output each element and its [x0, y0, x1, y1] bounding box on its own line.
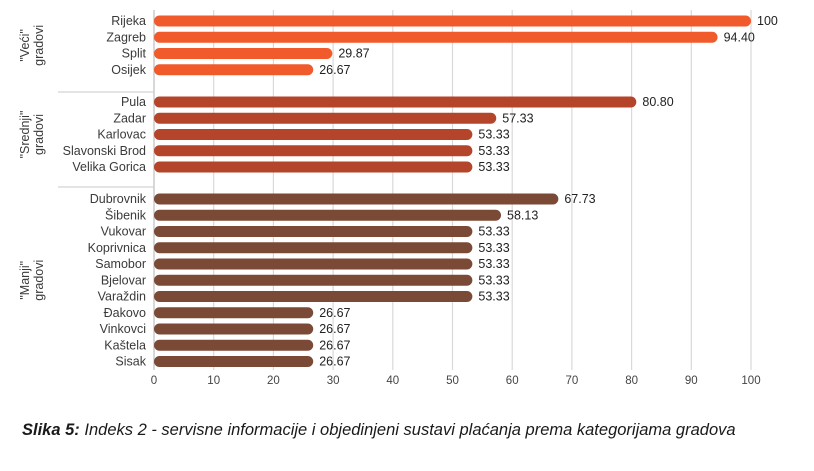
bar	[154, 15, 751, 27]
x-tick-label: 60	[506, 375, 519, 387]
category-label: Dubrovnik	[90, 192, 147, 206]
figure-caption: Slika 5: Indeks 2 - servisne informacije…	[22, 421, 812, 440]
data-label: 26.67	[319, 63, 350, 77]
caption-text: Indeks 2 - servisne informacije i objedi…	[79, 421, 736, 439]
bar-chart: 0 10 20 30 40 50 60 70 80 90 100 Rijeka 100 Zagreb 94.…	[18, 10, 778, 387]
bar	[154, 356, 314, 367]
category-label: Bjelovar	[101, 273, 146, 287]
data-label: 80.80	[642, 95, 673, 109]
data-label: 53.33	[478, 225, 509, 239]
bar	[154, 242, 473, 254]
category-label: Rijeka	[111, 14, 146, 28]
x-tick-label: 10	[207, 375, 220, 387]
bar	[154, 64, 314, 76]
data-label: 26.67	[319, 355, 350, 369]
data-label: 29.87	[338, 47, 369, 61]
x-tick-label: 100	[741, 375, 760, 387]
category-label: Đakovo	[104, 306, 146, 320]
category-label: Samobor	[95, 257, 146, 271]
bar	[154, 145, 473, 157]
bar	[154, 209, 502, 221]
category-label: Zagreb	[106, 30, 146, 44]
bar	[154, 258, 473, 270]
group-label-line: gradovi	[32, 260, 46, 301]
category-label: Vinkovci	[100, 322, 146, 336]
category-label: Karlovac	[97, 128, 146, 142]
group-label: "Veći"gradovi	[18, 25, 46, 66]
data-label: 53.33	[478, 160, 509, 174]
bar	[154, 339, 314, 351]
x-tick-label: 40	[386, 375, 399, 387]
x-tick-label: 70	[566, 375, 579, 387]
category-label: Slavonski Brod	[63, 144, 146, 158]
data-label: 58.13	[507, 208, 538, 222]
x-tick-label: 20	[267, 375, 280, 387]
group-label-line: "Manji"	[18, 261, 32, 300]
bar	[154, 307, 314, 319]
data-label: 53.33	[478, 144, 509, 158]
data-label: 53.33	[478, 128, 509, 142]
data-label: 26.67	[319, 338, 350, 352]
category-label: Zadar	[113, 111, 146, 125]
x-tick-label: 30	[327, 375, 340, 387]
bar	[154, 48, 333, 59]
bar	[154, 31, 718, 43]
x-tick-label: 90	[685, 375, 698, 387]
group-label: "Srednji"gradovi	[18, 111, 46, 159]
category-label: Split	[122, 47, 147, 61]
x-tick-label: 0	[151, 375, 157, 387]
group-label-line: gradovi	[32, 25, 46, 66]
category-label: Koprivnica	[88, 241, 146, 255]
data-label: 53.33	[478, 290, 509, 304]
bar	[154, 161, 473, 173]
data-label: 26.67	[319, 322, 350, 336]
category-label: Velika Gorica	[72, 160, 146, 174]
bar	[154, 112, 497, 124]
bar	[154, 274, 473, 286]
bar	[154, 323, 314, 335]
group-label-line: "Srednji"	[18, 111, 32, 159]
data-label: 53.33	[478, 257, 509, 271]
category-label: Šibenik	[105, 207, 147, 222]
bar	[154, 96, 637, 108]
bar	[154, 193, 559, 205]
group-label-line: gradovi	[32, 114, 46, 155]
group-label-line: "Veći"	[18, 29, 32, 62]
category-label: Kaštela	[104, 338, 146, 352]
category-label: Vukovar	[101, 225, 146, 239]
data-label: 53.33	[478, 241, 509, 255]
category-label: Pula	[121, 95, 146, 109]
data-label: 53.33	[478, 273, 509, 287]
x-tick-label: 50	[446, 375, 459, 387]
group-label: "Manji"gradovi	[18, 260, 46, 301]
category-label: Varaždin	[98, 290, 146, 304]
x-tick-label: 80	[625, 375, 638, 387]
data-label: 94.40	[724, 30, 755, 44]
data-label: 100	[757, 14, 778, 28]
caption-label: Slika 5:	[22, 421, 80, 439]
data-label: 67.73	[564, 192, 595, 206]
data-label: 26.67	[319, 306, 350, 320]
category-label: Sisak	[115, 355, 146, 369]
category-label: Osijek	[111, 63, 146, 77]
bar	[154, 226, 473, 237]
data-label: 57.33	[502, 111, 533, 125]
bar	[154, 129, 473, 140]
bar	[154, 291, 473, 302]
